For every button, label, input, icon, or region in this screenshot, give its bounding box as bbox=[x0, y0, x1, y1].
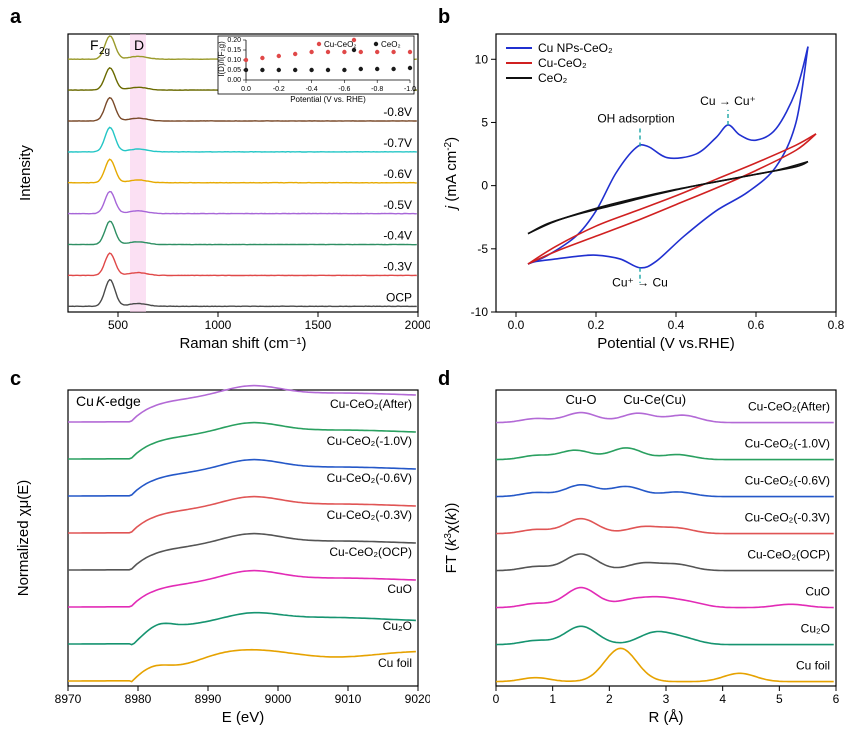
panel-a-svg: 500 1000 1500 2000 Intensity Raman shift (cm⁻… bbox=[10, 6, 430, 360]
svg-text:Cu → Cu⁺: Cu → Cu⁺ bbox=[700, 94, 756, 108]
svg-text:500: 500 bbox=[108, 318, 128, 332]
svg-text:Cu-CeO₂(After): Cu-CeO₂(After) bbox=[748, 399, 830, 413]
svg-text:0.4: 0.4 bbox=[668, 318, 685, 332]
svg-text:0.20: 0.20 bbox=[227, 37, 241, 44]
svg-text:CuO: CuO bbox=[805, 584, 830, 598]
panel-b: b 0.0 0.2 0.4 0.6 0.8 -10 -5 0 5 10 Potential (V v… bbox=[438, 6, 848, 360]
svg-text:Potential (V vs.RHE): Potential (V vs.RHE) bbox=[597, 335, 735, 352]
svg-text:2: 2 bbox=[606, 692, 613, 706]
svg-text:CeO₂: CeO₂ bbox=[538, 71, 568, 85]
svg-text:Cu: Cu bbox=[76, 393, 94, 409]
svg-text:-0.7V: -0.7V bbox=[383, 136, 412, 150]
svg-text:FT (k3χ(k)): FT (k3χ(k)) bbox=[443, 503, 461, 574]
panel-b-label: b bbox=[438, 6, 450, 29]
svg-text:-0.4V: -0.4V bbox=[383, 229, 412, 243]
svg-text:Cu-CeO₂: Cu-CeO₂ bbox=[538, 56, 587, 70]
svg-text:-5: -5 bbox=[477, 242, 488, 256]
svg-text:D: D bbox=[134, 37, 144, 53]
svg-text:0.6: 0.6 bbox=[748, 318, 765, 332]
svg-text:0.15: 0.15 bbox=[227, 47, 241, 54]
svg-text:Raman shift (cm⁻¹): Raman shift (cm⁻¹) bbox=[179, 335, 306, 352]
svg-text:1500: 1500 bbox=[305, 318, 332, 332]
svg-text:5: 5 bbox=[481, 115, 488, 129]
svg-text:I(D)/I(F₂g): I(D)/I(F₂g) bbox=[217, 41, 226, 77]
svg-text:Cu-CeO₂: Cu-CeO₂ bbox=[324, 40, 356, 49]
svg-text:OH adsorption: OH adsorption bbox=[597, 111, 674, 125]
svg-text:Cu-Ce(Cu): Cu-Ce(Cu) bbox=[623, 392, 686, 407]
svg-text:0.00: 0.00 bbox=[227, 77, 241, 84]
svg-text:CuO: CuO bbox=[387, 582, 412, 596]
svg-text:9020: 9020 bbox=[405, 692, 430, 706]
svg-text:0.05: 0.05 bbox=[227, 67, 241, 74]
svg-text:8970: 8970 bbox=[55, 692, 82, 706]
svg-text:-10: -10 bbox=[471, 305, 489, 319]
svg-text:Cu NPs-CeO₂: Cu NPs-CeO₂ bbox=[538, 41, 613, 55]
svg-text:-edge: -edge bbox=[105, 393, 141, 409]
svg-text:1: 1 bbox=[549, 692, 556, 706]
svg-text:4: 4 bbox=[719, 692, 726, 706]
svg-text:0: 0 bbox=[481, 179, 488, 193]
svg-text:1000: 1000 bbox=[205, 318, 232, 332]
svg-text:-0.8: -0.8 bbox=[371, 86, 383, 93]
svg-text:CeO₂: CeO₂ bbox=[381, 40, 401, 49]
svg-text:3: 3 bbox=[663, 692, 670, 706]
panel-d-label: d bbox=[438, 368, 450, 391]
svg-text:-0.4: -0.4 bbox=[306, 86, 318, 93]
svg-text:-0.6V: -0.6V bbox=[383, 167, 412, 181]
svg-text:Cu-CeO₂(-1.0V): Cu-CeO₂(-1.0V) bbox=[745, 436, 830, 450]
svg-text:Cu-CeO₂(-0.6V): Cu-CeO₂(-0.6V) bbox=[327, 471, 412, 485]
panel-c-svg: 8970 8980 8990 9000 9010 9020 E (eV) Normalized… bbox=[10, 368, 430, 734]
panel-a-label: a bbox=[10, 6, 21, 29]
svg-text:Cu foil: Cu foil bbox=[796, 658, 830, 672]
svg-text:6: 6 bbox=[833, 692, 840, 706]
svg-text:E (eV): E (eV) bbox=[222, 709, 265, 726]
svg-text:R (Å): R (Å) bbox=[649, 709, 684, 726]
svg-text:2g: 2g bbox=[99, 46, 110, 57]
svg-text:Cu-O: Cu-O bbox=[565, 392, 596, 407]
svg-text:j (mA cm-2): j (mA cm-2) bbox=[443, 137, 461, 211]
panel-d: d 0 1 2 3 4 5 6 R (Å) FT (k3χ(k)) Cu foil Cu₂O CuO C… bbox=[438, 368, 848, 734]
svg-text:0.2: 0.2 bbox=[588, 318, 605, 332]
svg-text:9010: 9010 bbox=[335, 692, 362, 706]
svg-text:Normalized χμ(E): Normalized χμ(E) bbox=[15, 480, 32, 597]
svg-text:0.10: 0.10 bbox=[227, 57, 241, 64]
svg-text:-0.3V: -0.3V bbox=[383, 260, 412, 274]
svg-text:5: 5 bbox=[776, 692, 783, 706]
svg-text:-0.8V: -0.8V bbox=[383, 105, 412, 119]
svg-text:OCP: OCP bbox=[386, 290, 412, 304]
svg-text:Cu foil: Cu foil bbox=[378, 656, 412, 670]
svg-text:Cu-CeO₂(-1.0V): Cu-CeO₂(-1.0V) bbox=[327, 434, 412, 448]
svg-text:2000: 2000 bbox=[405, 318, 430, 332]
svg-text:0.0: 0.0 bbox=[241, 86, 251, 93]
panel-b-svg: 0.0 0.2 0.4 0.6 0.8 -10 -5 0 5 10 Potential (V vs.… bbox=[438, 6, 848, 360]
svg-text:Cu-CeO₂(-0.3V): Cu-CeO₂(-0.3V) bbox=[327, 508, 412, 522]
panel-a: a 500 1000 1500 2000 Intensity Raman shift (c… bbox=[10, 6, 430, 360]
figure-root: a 500100015002000IntensityRaman shift (c… bbox=[0, 0, 854, 740]
svg-text:8980: 8980 bbox=[125, 692, 152, 706]
svg-text:-1.0: -1.0 bbox=[404, 86, 416, 93]
svg-text:0.0: 0.0 bbox=[508, 318, 525, 332]
svg-text:8990: 8990 bbox=[195, 692, 222, 706]
svg-text:Cu-CeO₂(-0.3V): Cu-CeO₂(-0.3V) bbox=[745, 510, 830, 524]
panel-c-label: c bbox=[10, 368, 21, 391]
svg-text:Intensity: Intensity bbox=[17, 145, 34, 201]
svg-text:Cu-CeO₂(OCP): Cu-CeO₂(OCP) bbox=[747, 547, 830, 561]
svg-text:F: F bbox=[90, 37, 99, 53]
svg-text:10: 10 bbox=[475, 52, 489, 66]
svg-text:Cu₂O: Cu₂O bbox=[383, 619, 412, 633]
svg-text:Cu-CeO₂(-0.6V): Cu-CeO₂(-0.6V) bbox=[745, 473, 830, 487]
svg-text:-0.6: -0.6 bbox=[338, 86, 350, 93]
svg-text:Cu-CeO₂(OCP): Cu-CeO₂(OCP) bbox=[329, 545, 412, 559]
panel-c: c 8970 8980 8990 9000 9010 9020 E (eV) Normaliz… bbox=[10, 368, 430, 734]
svg-text:0: 0 bbox=[493, 692, 500, 706]
svg-text:-0.5V: -0.5V bbox=[383, 198, 412, 212]
svg-text:9000: 9000 bbox=[265, 692, 292, 706]
svg-text:Potential (V vs. RHE): Potential (V vs. RHE) bbox=[290, 95, 366, 104]
svg-text:0.8: 0.8 bbox=[828, 318, 845, 332]
svg-text:Cu⁺ → Cu: Cu⁺ → Cu bbox=[612, 276, 668, 290]
panel-d-svg: 0 1 2 3 4 5 6 R (Å) FT (k3χ(k)) Cu foil Cu₂O CuO Cu-… bbox=[438, 368, 848, 734]
svg-text:-0.2: -0.2 bbox=[273, 86, 285, 93]
svg-text:Cu₂O: Cu₂O bbox=[801, 621, 830, 635]
svg-text:Cu-CeO₂(After): Cu-CeO₂(After) bbox=[330, 397, 412, 411]
